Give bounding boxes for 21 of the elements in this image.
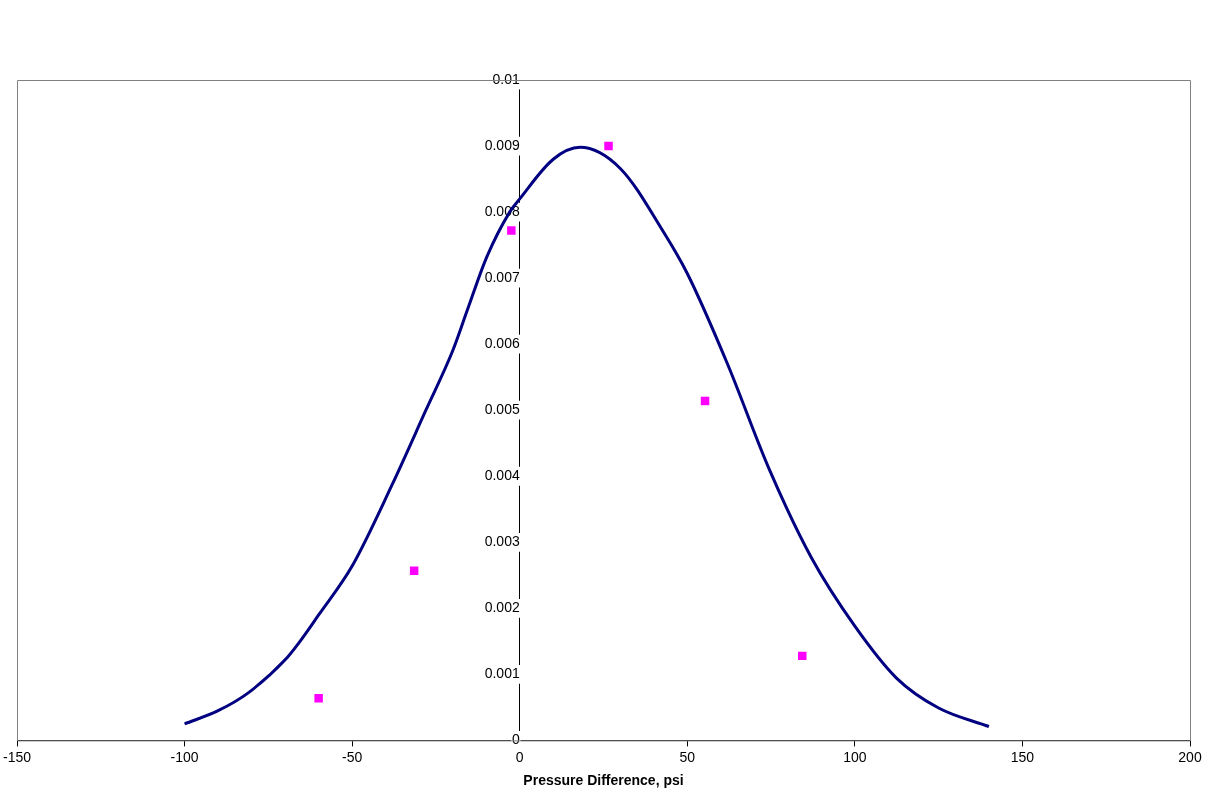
x-axis-title: Pressure Difference, psi <box>523 772 684 789</box>
y-tick-label: 0.001 <box>484 665 520 682</box>
x-tick-label: 100 <box>843 748 867 765</box>
y-tick-label: 0.007 <box>484 268 520 285</box>
x-tick-label: -150 <box>2 748 32 765</box>
x-tick-label: 150 <box>1010 748 1035 765</box>
y-tick-label: 0.003 <box>484 533 520 550</box>
y-tick-label: 0.009 <box>484 136 520 153</box>
y-tick-label: 0.004 <box>484 467 520 484</box>
x-tick-label: 50 <box>679 748 696 765</box>
y-tick-label: 0.005 <box>484 401 520 418</box>
y-tick-label: 0.002 <box>484 599 520 616</box>
y-tick-label: 0.006 <box>484 335 520 352</box>
y-tick-label: 0 <box>511 731 520 748</box>
point <box>604 141 613 151</box>
x-tick-label: -50 <box>342 748 363 765</box>
point <box>409 566 419 575</box>
x-tick-label: 200 <box>1178 748 1202 765</box>
x-tick-label: -100 <box>170 748 199 765</box>
point <box>507 226 516 235</box>
point <box>314 693 323 703</box>
